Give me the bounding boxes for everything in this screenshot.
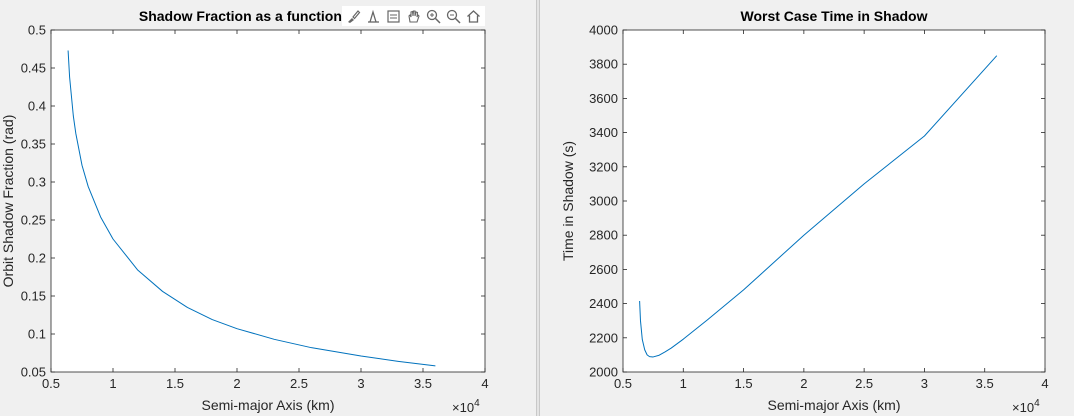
legend-icon[interactable] <box>384 7 403 26</box>
x-axis-label: Semi-major Axis (km) <box>767 397 900 413</box>
x-tick-label: 1.5 <box>166 376 184 391</box>
y-tick-label: 4000 <box>589 23 618 38</box>
figure-panel-right: 0.5 1 1.5 2 2.5 3 3.5 4 2000 2200 2400 2600 2800 3000… <box>540 0 1074 416</box>
y-axis-label: Time in Shadow (s) <box>560 141 576 261</box>
panel-divider[interactable] <box>536 0 540 416</box>
x-tick-label: 1 <box>109 376 116 391</box>
y-tick-label: 0.2 <box>28 251 46 266</box>
x-tick-label: 1.5 <box>735 376 753 391</box>
y-tick-label: 0.3 <box>28 175 46 190</box>
y-tick-label: 2600 <box>589 262 618 277</box>
y-tick-label: 2200 <box>589 330 618 345</box>
y-tick-label: 0.5 <box>28 23 46 38</box>
plot-area[interactable] <box>50 29 486 373</box>
x-tick-label: 2.5 <box>855 376 873 391</box>
x-axis-multiplier: ×104 <box>452 398 480 415</box>
x-tick-label: 3 <box>357 376 364 391</box>
chart-title: Shadow Fraction as a function of the S <box>139 8 397 24</box>
y-tick-label: 0.05 <box>21 365 46 380</box>
y-tick-label: 0.45 <box>21 61 46 76</box>
y-tick-label: 0.35 <box>21 137 46 152</box>
y-tick-label: 3800 <box>589 57 618 72</box>
x-tick-label: 0.5 <box>42 376 60 391</box>
axes-toolbar <box>342 6 485 26</box>
x-tick-label: 3.5 <box>976 376 994 391</box>
zoom-in-icon[interactable] <box>424 7 443 26</box>
y-tick-label: 0.1 <box>28 327 46 342</box>
y-tick-label: 2800 <box>589 228 618 243</box>
y-tick-label: 0.15 <box>21 289 46 304</box>
x-tick-label: 2 <box>800 376 807 391</box>
pan-hand-icon[interactable] <box>404 7 423 26</box>
y-tick-label: 0.4 <box>28 99 46 114</box>
x-tick-label: 3.5 <box>414 376 432 391</box>
series-line-0 <box>639 55 998 358</box>
figure-panel-left: 0.5 1 1.5 2 2.5 3 3.5 4 0.05 0.1 0.15 0.2 0.25 0.3 0.3… <box>0 0 536 416</box>
x-tick-label: 0.5 <box>614 376 632 391</box>
y-tick-label: 3200 <box>589 159 618 174</box>
y-tick-label: 3600 <box>589 91 618 106</box>
zoom-out-icon[interactable] <box>444 7 463 26</box>
x-tick-label: 2 <box>233 376 240 391</box>
x-tick-label: 2.5 <box>290 376 308 391</box>
shadow-fraction-chart: 0.5 1 1.5 2 2.5 3 3.5 4 0.05 0.1 0.15 0.2 0.25 0.3 0.3… <box>0 8 489 415</box>
x-tick-label: 4 <box>1041 376 1048 391</box>
series-line-0 <box>67 50 436 367</box>
x-tick-label: 1 <box>680 376 687 391</box>
x-axis-label: Semi-major Axis (km) <box>201 397 334 413</box>
y-tick-label: 0.25 <box>21 213 46 228</box>
home-icon[interactable] <box>464 7 483 26</box>
time-in-shadow-chart: 0.5 1 1.5 2 2.5 3 3.5 4 2000 2200 2400 2600 2800 3000… <box>560 8 1049 415</box>
data-tips-icon[interactable] <box>364 7 383 26</box>
y-tick-label: 3400 <box>589 125 618 140</box>
y-tick-label: 2000 <box>589 365 618 380</box>
chart-title: Worst Case Time in Shadow <box>741 8 928 24</box>
x-tick-label: 4 <box>481 376 488 391</box>
x-axis-multiplier: ×104 <box>1012 398 1040 415</box>
brush-icon[interactable] <box>344 7 363 26</box>
plot-area[interactable] <box>622 29 1046 373</box>
y-axis-label: Orbit Shadow Fraction (rad) <box>0 115 16 288</box>
y-tick-label: 3000 <box>589 194 618 209</box>
x-tick-label: 3 <box>921 376 928 391</box>
y-tick-label: 2400 <box>589 296 618 311</box>
